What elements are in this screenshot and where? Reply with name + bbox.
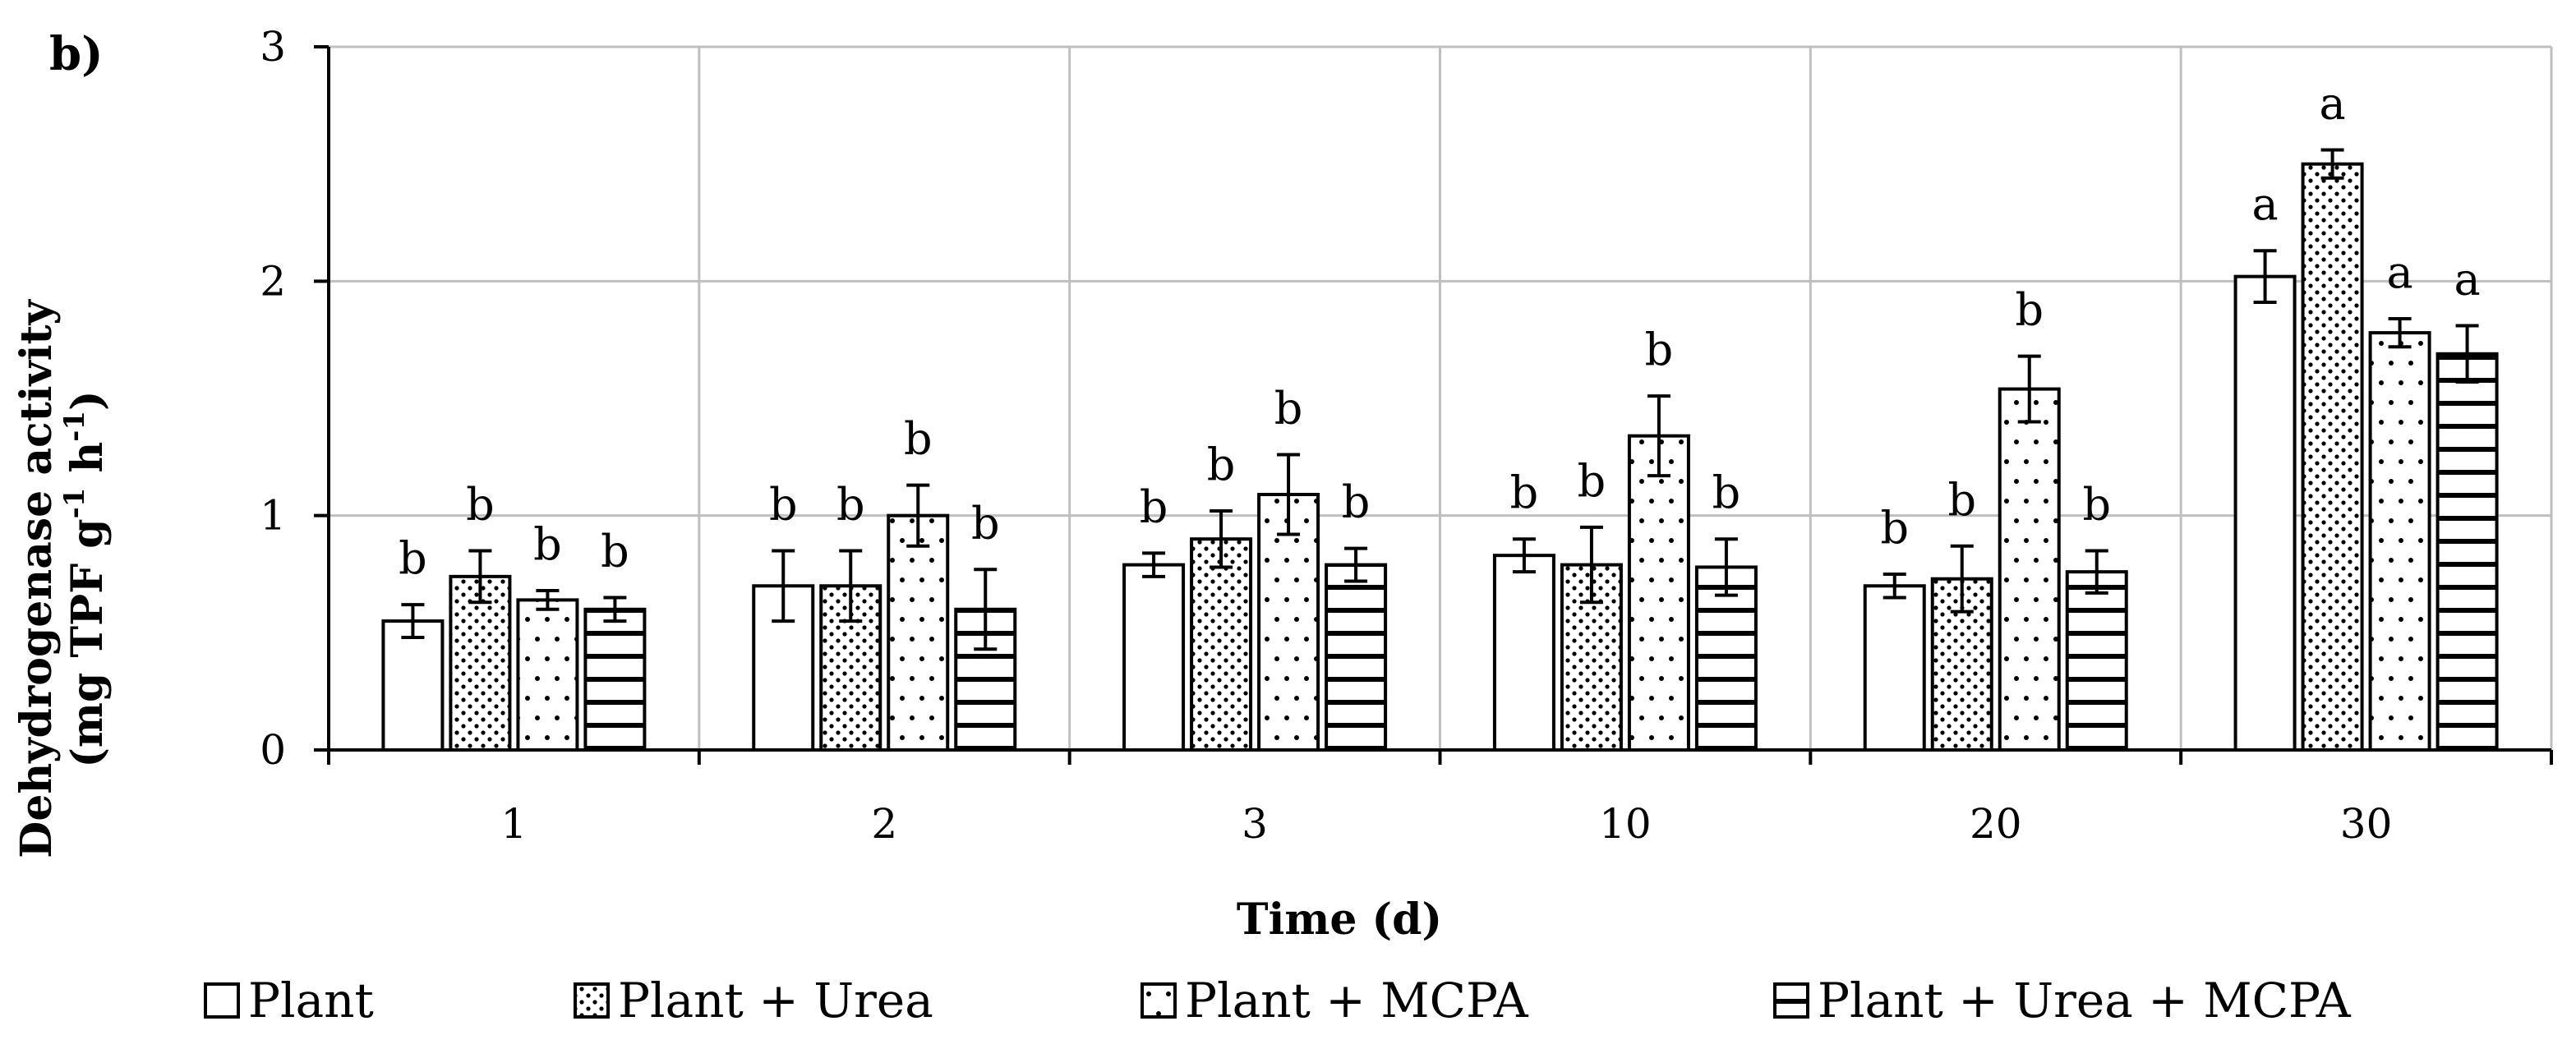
significance-label: b [533, 518, 562, 570]
significance-label: a [2386, 246, 2412, 298]
y-axis-unit-text-end: ) [62, 390, 113, 411]
x-axis-title: Time (d) [1237, 895, 1442, 945]
significance-label: b [1947, 474, 1976, 526]
legend-label: Plant [248, 973, 374, 1028]
legend: Plant Plant + Urea Plant + MCPA Plant + Ure… [204, 973, 2352, 1028]
significance-label: b [836, 478, 865, 530]
significance-label: a [2319, 78, 2345, 130]
x-tick-label: 10 [1599, 800, 1652, 848]
legend-swatch [574, 982, 610, 1019]
significance-label: b [1578, 455, 1606, 507]
significance-label: b [1342, 476, 1371, 528]
bar [2233, 274, 2297, 752]
y-axis-unit-text: (mg TPF g [62, 518, 113, 767]
panel-label: b) [49, 27, 104, 81]
x-tick-label: 2 [871, 800, 897, 848]
bar [583, 607, 647, 752]
bar [1257, 492, 1320, 752]
significance-label: b [1712, 467, 1741, 518]
significance-label: a [2454, 254, 2480, 306]
bar [1325, 563, 1388, 752]
y-axis-title-line1: Dehydrogenase activity [12, 299, 62, 858]
axes [314, 45, 2553, 765]
bar [1863, 584, 1926, 752]
y-tick-label: 0 [260, 726, 286, 774]
bar [2301, 162, 2364, 752]
significance-label: b [1880, 502, 1909, 554]
significance-label: b [1140, 481, 1168, 532]
bar [2368, 331, 2431, 752]
bar [1122, 563, 1186, 752]
y-axis-unit-superscript-2: -1 [58, 411, 91, 442]
significance-label: b [1207, 439, 1236, 490]
significance-label: b [399, 532, 427, 584]
bar [2065, 570, 2128, 752]
significance-label: a [2251, 178, 2278, 230]
y-axis-unit-superscript-1: -1 [58, 488, 91, 519]
significance-label: b [904, 413, 933, 465]
y-axis-unit-text-mid: h [62, 442, 113, 488]
bar [381, 619, 445, 752]
x-tick-label: 30 [2340, 800, 2393, 848]
y-tick-label: 3 [260, 23, 286, 71]
significance-label: b [601, 526, 629, 577]
y-tick-label: 2 [260, 257, 286, 305]
legend-label: Plant + Urea [618, 973, 933, 1028]
legend-swatch [204, 982, 240, 1019]
legend-label: Plant + Urea + MCPA [1818, 973, 2352, 1028]
x-tick-label: 1 [501, 800, 528, 848]
significance-label: b [466, 478, 495, 530]
legend-swatch [1141, 982, 1177, 1019]
significance-label: b [1645, 324, 1674, 375]
y-tick-label: 1 [260, 492, 286, 540]
bar [1492, 554, 1555, 752]
significance-label: b [1510, 467, 1539, 518]
significance-label: b [2015, 284, 2044, 336]
bar [516, 598, 579, 752]
bar [2435, 352, 2499, 752]
legend-swatch [1773, 982, 1809, 1019]
bar [1627, 434, 1690, 752]
significance-label: b [971, 497, 1000, 549]
bar [887, 513, 950, 752]
y-axis-title: Dehydrogenase activity (mg TPF g-1 h-1) [12, 299, 113, 858]
legend-label: Plant + MCPA [1185, 973, 1529, 1028]
significance-label: b [769, 478, 798, 530]
bar [1998, 387, 2061, 752]
tick-labels: 0 1 2 3 1 2 3 10 20 30 [260, 23, 2392, 848]
significance-label: b [2082, 478, 2111, 530]
bar [1190, 537, 1253, 752]
x-tick-label: 3 [1242, 800, 1268, 848]
grid-lines [329, 45, 2553, 750]
y-axis-title-line2: (mg TPF g-1 h-1) [58, 390, 113, 767]
x-tick-label: 20 [1970, 800, 2022, 848]
significance-label: b [1274, 382, 1303, 434]
